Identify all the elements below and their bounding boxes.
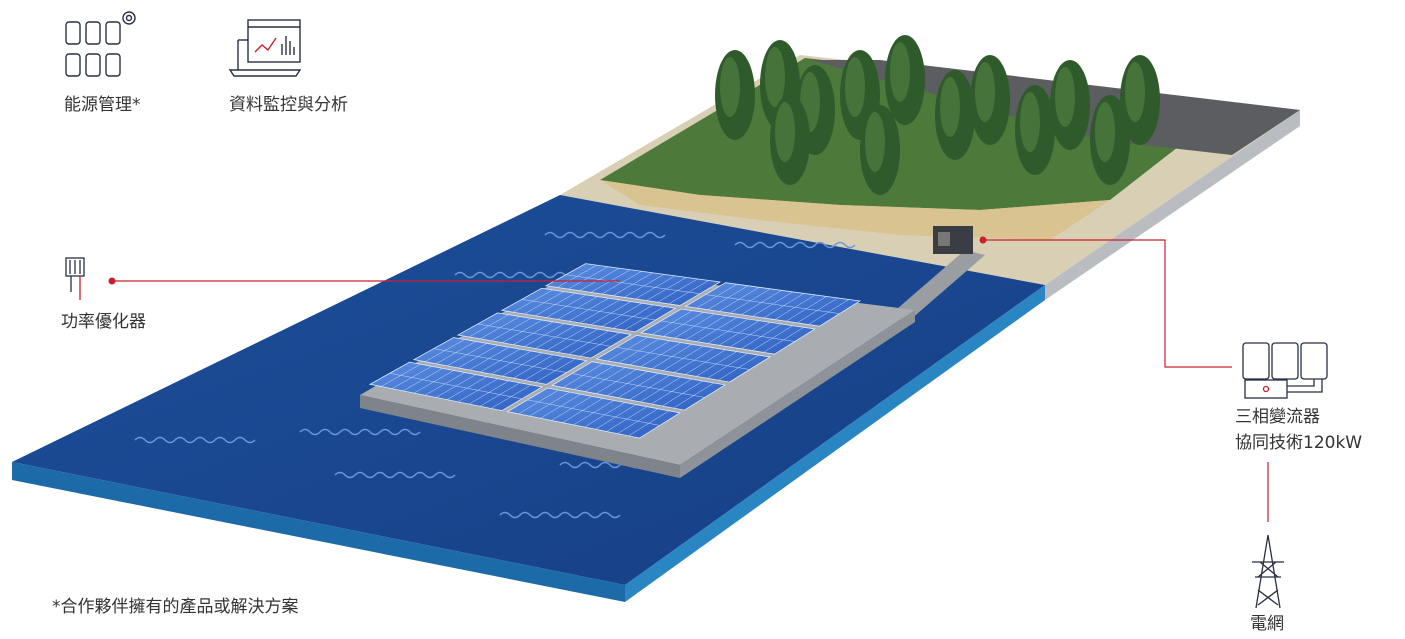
platform-front <box>360 395 680 478</box>
tree-highlight <box>1125 62 1145 122</box>
label: 資料監控與分析 <box>229 95 348 115</box>
tree-highlight <box>845 57 865 117</box>
solar-panel <box>544 263 722 306</box>
solar-panel <box>595 334 772 383</box>
panel-cell-line <box>616 346 750 370</box>
platform-side <box>680 310 915 478</box>
wave <box>499 511 621 519</box>
label: 能源管理* <box>64 95 141 115</box>
tree-highlight <box>1020 92 1040 152</box>
tree-highlight <box>720 57 740 117</box>
label: 三相變流器 <box>1235 407 1320 427</box>
label: 協同技術120kW <box>1235 433 1363 453</box>
panel-cell-line <box>433 348 567 373</box>
optimizer-icon <box>65 257 85 300</box>
panel-cell-line <box>521 299 656 321</box>
panel-cell-line <box>477 323 612 347</box>
water-side <box>625 285 1045 602</box>
connector-dot <box>979 236 987 244</box>
waves <box>134 231 856 519</box>
tree-highlight <box>765 47 785 107</box>
footnote: *合作夥伴擁有的產品或解決方案 <box>52 597 299 617</box>
wave <box>134 436 256 444</box>
wave <box>454 271 576 279</box>
tree-highlight <box>865 112 885 172</box>
panel-array <box>368 263 862 439</box>
tree-highlight <box>1055 67 1075 127</box>
tree-highlight <box>890 42 910 102</box>
tree-highlight <box>940 77 960 137</box>
panel-cell-line <box>389 372 523 400</box>
panel-cell-line <box>565 274 700 295</box>
panel-cell-line <box>527 399 660 426</box>
panel-cell-line <box>660 320 795 342</box>
panel-cell-line <box>571 373 705 398</box>
inverter-icon <box>1242 342 1328 399</box>
label: 電網 <box>1250 614 1284 634</box>
panel-cell-line <box>705 294 840 314</box>
wave <box>544 231 666 239</box>
trees <box>715 35 1160 195</box>
tower-icon <box>1252 534 1284 609</box>
wave <box>734 241 856 249</box>
energy-icon <box>65 11 136 77</box>
walkway <box>890 250 985 320</box>
land-side <box>1045 110 1300 300</box>
connector-dot <box>108 277 116 285</box>
tree-highlight <box>1095 102 1115 162</box>
label: 功率優化器 <box>61 312 146 332</box>
monitor-icon <box>228 19 302 77</box>
water-front <box>12 462 625 602</box>
sand <box>600 180 1110 240</box>
tree-highlight <box>775 102 795 162</box>
wave <box>299 428 421 436</box>
wave <box>334 471 456 479</box>
tree-highlight <box>975 62 995 122</box>
inverter-box-door <box>938 232 950 246</box>
connector-line <box>983 239 1232 368</box>
